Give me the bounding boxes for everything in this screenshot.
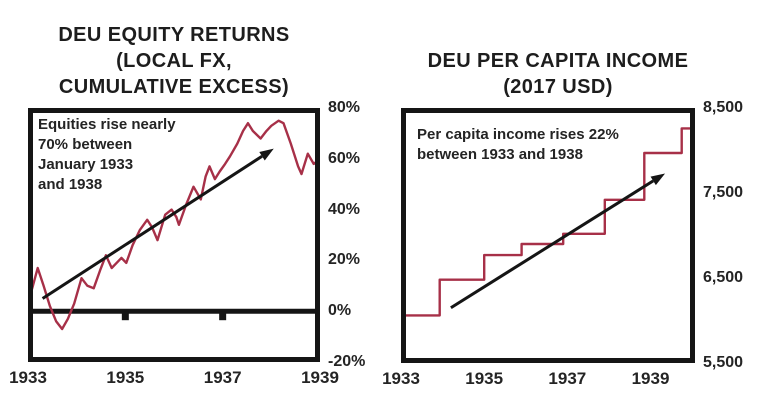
y-axis-tick-label: 7,500 — [703, 184, 744, 201]
x-axis-tick-label: 1937 — [548, 369, 587, 388]
y-axis-tick-label: 8,500 — [703, 99, 744, 116]
equity-chart-annotation: Equities rise nearly 70% between January… — [38, 116, 176, 193]
y-axis-tick-label: 40% — [328, 200, 361, 218]
y-axis-tick-label: 5,500 — [703, 354, 744, 371]
trend-arrow-head — [650, 173, 666, 186]
x-axis-tick-label: 1939 — [631, 369, 670, 388]
plot-border — [401, 108, 695, 363]
y-axis-tick-label: 6,500 — [703, 269, 744, 286]
trend-arrow-line — [450, 179, 654, 310]
plot-border — [28, 108, 320, 362]
x-axis-tick-label: 1933 — [9, 368, 47, 387]
income-chart-annotation: Per capita income rises 22% between 1933… — [417, 126, 619, 163]
series-line — [28, 119, 320, 331]
zero-axis-tick — [121, 311, 129, 321]
y-axis-tick-label: 0% — [328, 302, 352, 320]
x-axis-tick-label: 1933 — [382, 369, 420, 388]
x-axis-tick-label: 1939 — [301, 368, 339, 387]
trend-arrow-line — [41, 154, 263, 300]
equity-line-plot — [28, 108, 320, 362]
y-axis-tick-label: 60% — [328, 149, 361, 167]
trend-arrow-head — [259, 148, 274, 161]
y-axis-tick-label: -20% — [328, 353, 366, 370]
income-chart-title: DEU PER CAPITA INCOME (2017 USD) — [427, 50, 689, 98]
equity-chart-title: DEU EQUITY RETURNS (LOCAL FX, CUMULATIVE… — [58, 24, 290, 98]
x-axis-tick-label: 1937 — [203, 368, 242, 387]
income-step-plot — [401, 108, 695, 363]
y-axis-tick-label: 20% — [328, 251, 361, 269]
x-axis-tick-label: 1935 — [106, 368, 145, 387]
zero-axis-tick — [219, 311, 227, 321]
x-axis-tick-label: 1935 — [465, 369, 504, 388]
y-axis-tick-label: 80% — [328, 99, 361, 116]
